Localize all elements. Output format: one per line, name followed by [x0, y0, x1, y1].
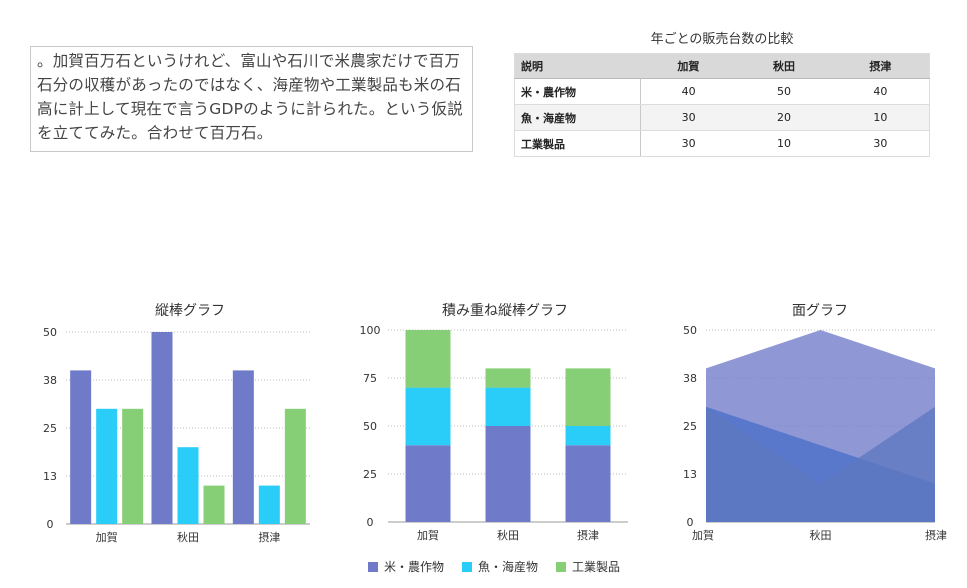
table-cell: 10: [736, 130, 832, 157]
table-cell: 30: [640, 104, 737, 131]
x-tick-label: 摂津: [925, 528, 947, 542]
stacked-bar-segment: [405, 330, 451, 388]
x-tick-label: 加賀: [692, 529, 714, 542]
table-header-cell: 摂津: [831, 53, 930, 79]
bar: [122, 408, 144, 524]
bar: [96, 408, 118, 524]
table-cell: 40: [831, 78, 930, 105]
stacked-bar-chart: 0 25 50 75 100 加賀 秋田 摂津: [360, 324, 628, 542]
table-cell: 30: [640, 130, 737, 157]
legend-swatch-industry: [556, 561, 567, 572]
y-tick-label: 38: [683, 372, 697, 385]
data-table: 説明 加賀 秋田 摂津 米・農作物 40 50 40 魚・海産物 30 20 1…: [514, 53, 930, 157]
legend-item-rice: 米・農作物: [368, 558, 444, 575]
bar: [151, 332, 173, 524]
y-tick-label: 50: [363, 420, 377, 433]
table-cell: 40: [640, 78, 737, 105]
legend-item-fish: 魚・海産物: [462, 558, 538, 575]
legend-swatch-fish: [462, 561, 473, 572]
area-series: [706, 406, 935, 522]
bar: [258, 485, 280, 524]
y-tick-label: 13: [43, 470, 57, 483]
bar: [70, 370, 92, 524]
table-cell: 50: [736, 78, 832, 105]
legend: 米・農作物 魚・海産物 工業製品: [368, 558, 620, 575]
bar: [284, 408, 306, 524]
x-tick-label: 秋田: [497, 528, 519, 542]
y-tick-label: 0: [47, 518, 54, 531]
bar-chart: 0 13 25 38 50 加賀 秋田 摂津: [43, 326, 310, 544]
chart-title-stacked: 積み重ね縦棒グラフ: [442, 303, 568, 319]
legend-label: 魚・海産物: [478, 560, 539, 574]
y-tick-label: 13: [683, 468, 697, 481]
legend-label: 米・農作物: [384, 560, 445, 574]
note-text: 。加賀百万石というけれど、富山や石川で米農家だけで百万石分の収穫があったのではな…: [30, 46, 473, 152]
y-tick-label: 38: [43, 374, 57, 387]
y-tick-label: 25: [363, 468, 377, 481]
x-tick-label: 摂津: [258, 530, 280, 544]
table-cell: 魚・海産物: [514, 104, 641, 131]
legend-swatch-rice: [368, 561, 378, 572]
table-header-cell: 加賀: [640, 53, 737, 79]
legend-label: 工業製品: [572, 560, 621, 574]
y-tick-label: 0: [367, 516, 374, 529]
table-row: 工業製品 30 10 30: [514, 130, 930, 157]
area-chart: 0 13 25 38 50 加賀 秋田 摂津: [683, 324, 947, 542]
x-tick-label: 秋田: [177, 530, 199, 544]
chart-title-bar: 縦棒グラフ: [155, 303, 225, 319]
y-tick-label: 50: [683, 324, 697, 337]
table-header-cell: 秋田: [736, 53, 832, 79]
table-cell: 20: [736, 104, 832, 131]
table-cell: 米・農作物: [514, 78, 641, 105]
chart-title-area: 面グラフ: [792, 303, 848, 319]
stacked-bar-segment: [565, 368, 611, 426]
table-title: 年ごとの販売台数の比較: [650, 32, 794, 47]
x-tick-label: 摂津: [577, 528, 599, 542]
stacked-bar-segment: [485, 368, 531, 388]
table-cell: 30: [831, 130, 930, 157]
y-tick-label: 0: [687, 516, 694, 529]
y-tick-label: 25: [683, 420, 697, 433]
stacked-bar-segment: [485, 387, 531, 426]
y-tick-label: 25: [43, 422, 57, 435]
stacked-bar-segment: [405, 445, 451, 522]
stacked-bar-segment: [405, 387, 451, 446]
x-tick-label: 加賀: [96, 531, 118, 544]
table-header-cell: 説明: [514, 53, 641, 79]
stacked-bar-segment: [565, 445, 611, 522]
stacked-bar-segment: [565, 426, 611, 446]
x-tick-label: 秋田: [810, 528, 832, 542]
legend-item-industry: 工業製品: [556, 558, 620, 575]
table-row: 米・農作物 40 50 40: [514, 78, 930, 105]
bar: [177, 447, 199, 524]
table-cell: 10: [831, 104, 930, 131]
stacked-bar-segment: [485, 426, 531, 522]
bar: [232, 370, 254, 524]
y-tick-label: 75: [363, 372, 377, 385]
table-row: 魚・海産物 30 20 10: [514, 104, 930, 131]
bar: [203, 485, 225, 524]
x-tick-label: 加賀: [417, 529, 439, 542]
y-tick-label: 50: [43, 326, 57, 339]
table-cell: 工業製品: [514, 130, 641, 157]
table-header-row: 説明 加賀 秋田 摂津: [514, 53, 930, 79]
y-tick-label: 100: [360, 324, 381, 337]
